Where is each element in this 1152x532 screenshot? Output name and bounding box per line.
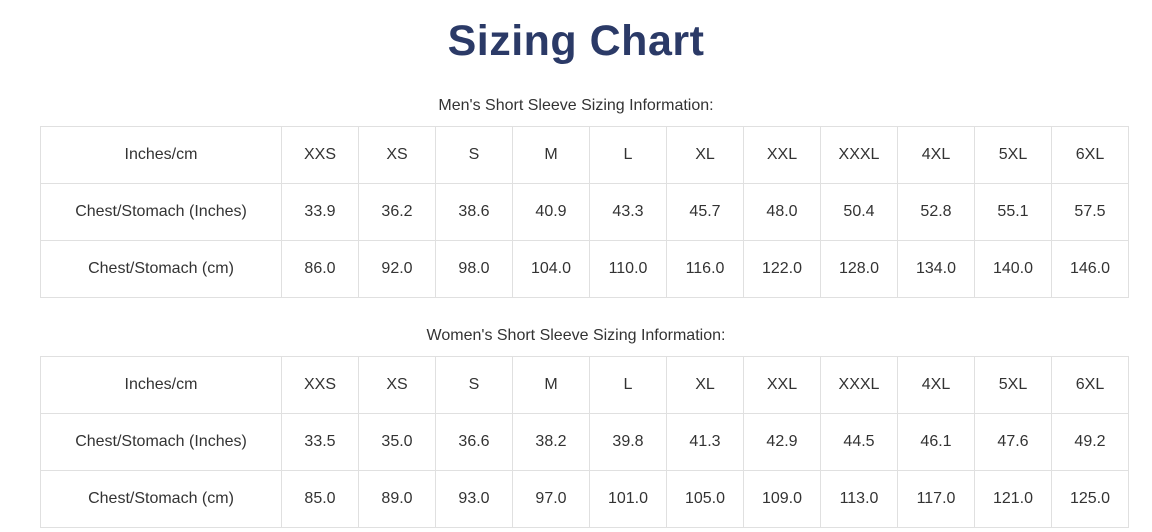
- measurement-value-cell: 125.0: [1051, 469, 1129, 528]
- measurement-row-label: Chest/Stomach (Inches): [40, 182, 282, 241]
- measurement-row: Chest/Stomach (cm) 86.0 92.0 98.0 104.0 110.0…: [40, 239, 1129, 298]
- measurement-value-cell: 43.3: [589, 182, 667, 241]
- measurement-value-cell: 57.5: [1051, 182, 1129, 241]
- measurement-value-cell: 49.2: [1051, 412, 1129, 471]
- measurement-value-cell: 116.0: [666, 239, 744, 298]
- womens-sizing-table: Inches/cm XXS XS S M L XL XXL XXXL 4XL 5XL 6XL Chest…: [40, 355, 1129, 528]
- measurement-value-cell: 55.1: [974, 182, 1052, 241]
- measurement-value-cell: 101.0: [589, 469, 667, 528]
- measurement-value-cell: 122.0: [743, 239, 821, 298]
- size-column-header: S: [435, 125, 513, 184]
- measurement-value-cell: 105.0: [666, 469, 744, 528]
- measurement-value-cell: 44.5: [820, 412, 898, 471]
- size-column-header: L: [589, 355, 667, 414]
- size-column-header: L: [589, 125, 667, 184]
- measurement-row-label: Chest/Stomach (cm): [40, 239, 282, 298]
- measurement-row: Chest/Stomach (cm) 85.0 89.0 93.0 97.0 101.0 1…: [40, 469, 1129, 528]
- measurement-value-cell: 40.9: [512, 182, 590, 241]
- measurement-value-cell: 39.8: [589, 412, 667, 471]
- size-column-header: 4XL: [897, 355, 975, 414]
- measurement-value-cell: 36.6: [435, 412, 513, 471]
- womens-section-heading: Women's Short Sleeve Sizing Information:: [426, 326, 726, 344]
- measurement-value-cell: 113.0: [820, 469, 898, 528]
- measurement-value-cell: 85.0: [281, 469, 359, 528]
- measurement-value-cell: 48.0: [743, 182, 821, 241]
- size-column-header: XXL: [743, 125, 821, 184]
- measurement-value-cell: 47.6: [974, 412, 1052, 471]
- measurement-value-cell: 86.0: [281, 239, 359, 298]
- size-column-header: XL: [666, 125, 744, 184]
- measurement-value-cell: 146.0: [1051, 239, 1129, 298]
- measurement-value-cell: 52.8: [897, 182, 975, 241]
- measurement-row-label: Chest/Stomach (cm): [40, 469, 282, 528]
- size-column-header: 6XL: [1051, 355, 1129, 414]
- unit-column-header: Inches/cm: [40, 125, 282, 184]
- womens-sizing-section: Women's Short Sleeve Sizing Information:…: [0, 326, 1152, 528]
- measurement-value-cell: 41.3: [666, 412, 744, 471]
- size-column-header: 5XL: [974, 125, 1052, 184]
- measurement-value-cell: 110.0: [589, 239, 667, 298]
- size-column-header: XS: [358, 125, 436, 184]
- size-column-header: XXS: [281, 355, 359, 414]
- measurement-row: Chest/Stomach (Inches) 33.5 35.0 36.6 38.2 39…: [40, 412, 1129, 471]
- measurement-value-cell: 38.2: [512, 412, 590, 471]
- size-column-header: 5XL: [974, 355, 1052, 414]
- measurement-value-cell: 33.5: [281, 412, 359, 471]
- measurement-value-cell: 93.0: [435, 469, 513, 528]
- size-column-header: 6XL: [1051, 125, 1129, 184]
- measurement-value-cell: 33.9: [281, 182, 359, 241]
- measurement-value-cell: 50.4: [820, 182, 898, 241]
- measurement-value-cell: 35.0: [358, 412, 436, 471]
- size-column-header: 4XL: [897, 125, 975, 184]
- measurement-value-cell: 128.0: [820, 239, 898, 298]
- measurement-row-label: Chest/Stomach (Inches): [40, 412, 282, 471]
- size-column-header: M: [512, 125, 590, 184]
- table-header-row: Inches/cm XXS XS S M L XL XXL XXXL 4XL 5XL 6XL: [40, 125, 1129, 184]
- measurement-value-cell: 89.0: [358, 469, 436, 528]
- sizing-chart-page: Sizing Chart Men's Short Sleeve Sizing I…: [0, 16, 1152, 532]
- unit-column-header: Inches/cm: [40, 355, 282, 414]
- measurement-value-cell: 134.0: [897, 239, 975, 298]
- table-header-row: Inches/cm XXS XS S M L XL XXL XXXL 4XL 5XL 6XL: [40, 355, 1129, 414]
- mens-sizing-section: Men's Short Sleeve Sizing Information: I…: [0, 96, 1152, 298]
- size-column-header: M: [512, 355, 590, 414]
- measurement-value-cell: 98.0: [435, 239, 513, 298]
- measurement-value-cell: 117.0: [897, 469, 975, 528]
- measurement-row: Chest/Stomach (Inches) 33.9 36.2 38.6 40.9 43…: [40, 182, 1129, 241]
- measurement-value-cell: 38.6: [435, 182, 513, 241]
- measurement-value-cell: 46.1: [897, 412, 975, 471]
- mens-section-heading: Men's Short Sleeve Sizing Information:: [438, 96, 714, 114]
- measurement-value-cell: 104.0: [512, 239, 590, 298]
- measurement-value-cell: 121.0: [974, 469, 1052, 528]
- measurement-value-cell: 45.7: [666, 182, 744, 241]
- measurement-value-cell: 97.0: [512, 469, 590, 528]
- measurement-value-cell: 109.0: [743, 469, 821, 528]
- measurement-value-cell: 36.2: [358, 182, 436, 241]
- size-column-header: S: [435, 355, 513, 414]
- page-title: Sizing Chart: [447, 17, 705, 65]
- size-column-header: XXS: [281, 125, 359, 184]
- size-column-header: XXL: [743, 355, 821, 414]
- size-column-header: XXXL: [820, 125, 898, 184]
- mens-sizing-table: Inches/cm XXS XS S M L XL XXL XXXL 4XL 5XL 6XL Chest…: [40, 125, 1129, 298]
- size-column-header: XS: [358, 355, 436, 414]
- measurement-value-cell: 42.9: [743, 412, 821, 471]
- size-column-header: XL: [666, 355, 744, 414]
- measurement-value-cell: 140.0: [974, 239, 1052, 298]
- size-column-header: XXXL: [820, 355, 898, 414]
- measurement-value-cell: 92.0: [358, 239, 436, 298]
